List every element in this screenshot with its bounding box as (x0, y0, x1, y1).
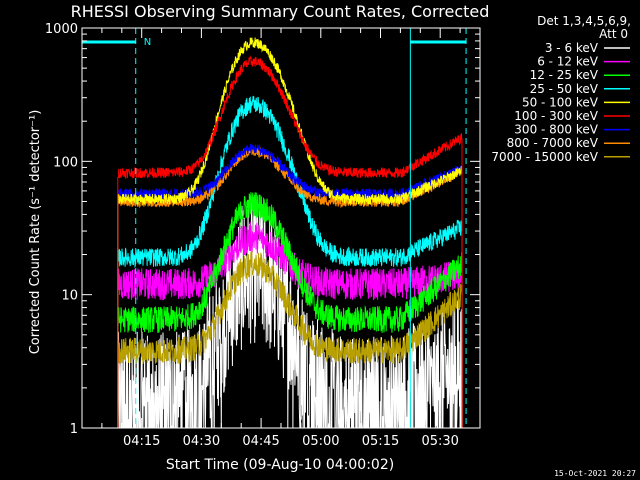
legend-title: Det 1,3,4,5,6,9, Att 0 (537, 14, 631, 41)
legend-label: 25 - 50 keV (530, 82, 599, 96)
y-ticks: 1 10 100 1000 (45, 22, 480, 437)
legend-label: 12 - 25 keV (530, 68, 599, 82)
series-line (117, 221, 463, 429)
x-tick-label: 05:00 (302, 434, 339, 449)
y-tick-label: 1000 (45, 22, 78, 37)
series-line (117, 199, 463, 429)
x-axis-label: Start Time (09-Aug-10 04:00:02) (166, 457, 394, 473)
y-tick-label: 1 (70, 422, 78, 437)
legend-label: 50 - 100 keV (522, 95, 599, 109)
legend-label: 6 - 12 keV (537, 55, 599, 69)
x-ticks: 04:15 04:30 04:45 05:00 05:15 05:30 (101, 28, 461, 449)
y-tick-label: 100 (53, 155, 78, 170)
series-line (117, 95, 463, 429)
x-tick-label: 04:45 (242, 434, 279, 449)
footer-date: 15-Oct-2021 20:27 (554, 469, 636, 478)
legend-label: 300 - 800 keV (514, 123, 598, 137)
series-layer (117, 37, 463, 429)
legend-title-line-1: Det 1,3,4,5,6,9, (537, 14, 631, 28)
y-axis-label: Corrected Count Rate (s⁻¹ detector⁻¹) (28, 110, 43, 355)
series-line (117, 37, 463, 429)
x-tick-label: 04:30 (183, 434, 220, 449)
series-line (117, 250, 463, 429)
series-line (117, 55, 463, 429)
series-line (117, 192, 463, 429)
legend-label: 100 - 300 keV (514, 109, 598, 123)
x-tick-label: 05:15 (362, 434, 399, 449)
x-tick-label: 05:30 (421, 434, 458, 449)
y-tick-label: 10 (61, 289, 78, 304)
x-tick-label: 04:15 (123, 434, 160, 449)
attenuator-marker-label: N (144, 37, 151, 48)
legend-label: 800 - 7000 keV (507, 136, 599, 150)
legend-label: 3 - 6 keV (545, 41, 599, 55)
legend-label: 7000 - 15000 keV (491, 150, 598, 164)
series-line (117, 143, 463, 429)
chart-title: RHESSI Observing Summary Count Rates, Co… (71, 2, 490, 21)
legend-title-line-2: Att 0 (599, 27, 628, 41)
